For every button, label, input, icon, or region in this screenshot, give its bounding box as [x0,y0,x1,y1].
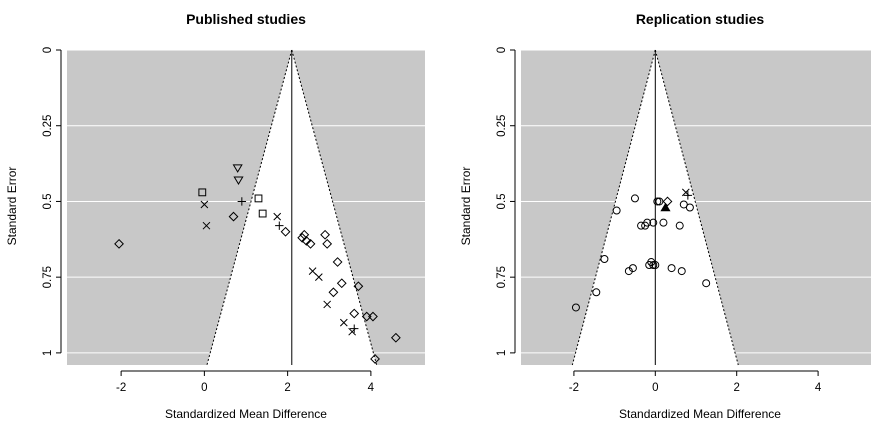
data-point-triangle-down [233,176,244,186]
data-point-cross [323,300,332,309]
data-point-diamond [297,232,308,243]
data-point-cross [202,221,211,230]
y-tick-label: 1 [496,350,508,356]
data-point-square [198,188,207,197]
data-point-circle [600,254,609,263]
y-axis-label: Standard Error [459,167,473,246]
data-point-plus [237,197,247,206]
data-point-circle [702,279,711,288]
data-point-triangle-up-filled [660,202,671,212]
data-point-cross [314,273,323,282]
data-point-plus [350,324,359,333]
data-point-square [254,194,263,203]
data-point-cross [308,267,317,275]
data-point-diamond [305,238,316,249]
y-tick-label: 0.5 [496,193,508,209]
data-point-diamond [390,332,401,343]
data-point-diamond [114,238,124,249]
data-point-circle [649,218,658,227]
x-tick-label: 2 [284,382,290,394]
data-point-diamond [320,229,331,240]
data-point-circle [592,288,601,297]
x-tick-label: 2 [733,382,739,394]
y-tick-label: 1 [42,350,54,356]
plot-area [67,49,425,366]
y-tick-label: 0 [42,47,54,53]
data-point-diamond [370,354,380,364]
data-point-diamond [328,287,339,298]
x-axis-label: Standardized Mean Difference [619,407,781,421]
x-tick-label: 0 [201,382,207,394]
x-tick-label: 4 [815,382,822,394]
data-point-diamond [336,278,347,289]
y-tick-label: 0.75 [496,266,508,288]
data-point-triangle-down [232,164,243,173]
x-tick-label: 0 [652,382,658,394]
data-point-cross [200,200,209,209]
data-point-circle [677,267,686,276]
data-point-circle [645,261,654,270]
data-point-circle [628,264,637,273]
data-point-circle [659,218,668,227]
y-tick-label: 0.75 [42,266,54,288]
y-tick-label: 0.25 [496,115,508,137]
chart-title: Replication studies [636,11,765,27]
data-point-circle [679,200,688,209]
replication-studies-panel: Replication studies Standardized Mean Di… [459,11,871,421]
data-point-plus [275,221,284,230]
data-point-diamond [228,211,239,222]
data-point-diamond [301,235,312,246]
data-point-circle [651,261,660,270]
data-point-circle [571,303,580,312]
x-tick-label: -2 [569,382,579,394]
data-point-diamond [280,226,291,237]
y-tick-label: 0.25 [42,115,54,137]
data-point-circle [643,218,652,227]
y-tick-label: 0 [496,47,508,53]
data-point-diamond [349,308,360,319]
x-axis-label: Standardized Mean Difference [165,407,327,421]
data-point-circle [653,197,662,206]
data-point-cross [273,212,282,221]
data-point-diamond [332,257,343,267]
data-point-circle [612,206,621,215]
data-point-plus [683,191,693,200]
data-point-diamond [662,196,673,207]
data-point-square [258,209,267,218]
data-point-circle [675,221,684,230]
y-tick-label: 0.5 [42,193,54,209]
x-tick-label: 4 [368,382,375,394]
plot-area [521,49,871,366]
data-point-diamond [322,238,333,249]
data-point-cross [339,318,348,327]
data-point-circle [630,194,639,203]
y-axis-label: Standard Error [5,167,19,246]
chart-title: Published studies [186,11,306,27]
data-point-diamond [353,281,364,292]
data-point-diamond [368,311,378,322]
published-studies-panel: Published studies Standardized Mean Diff… [5,11,425,421]
data-point-circle [667,264,676,273]
x-tick-label: -2 [116,382,126,394]
